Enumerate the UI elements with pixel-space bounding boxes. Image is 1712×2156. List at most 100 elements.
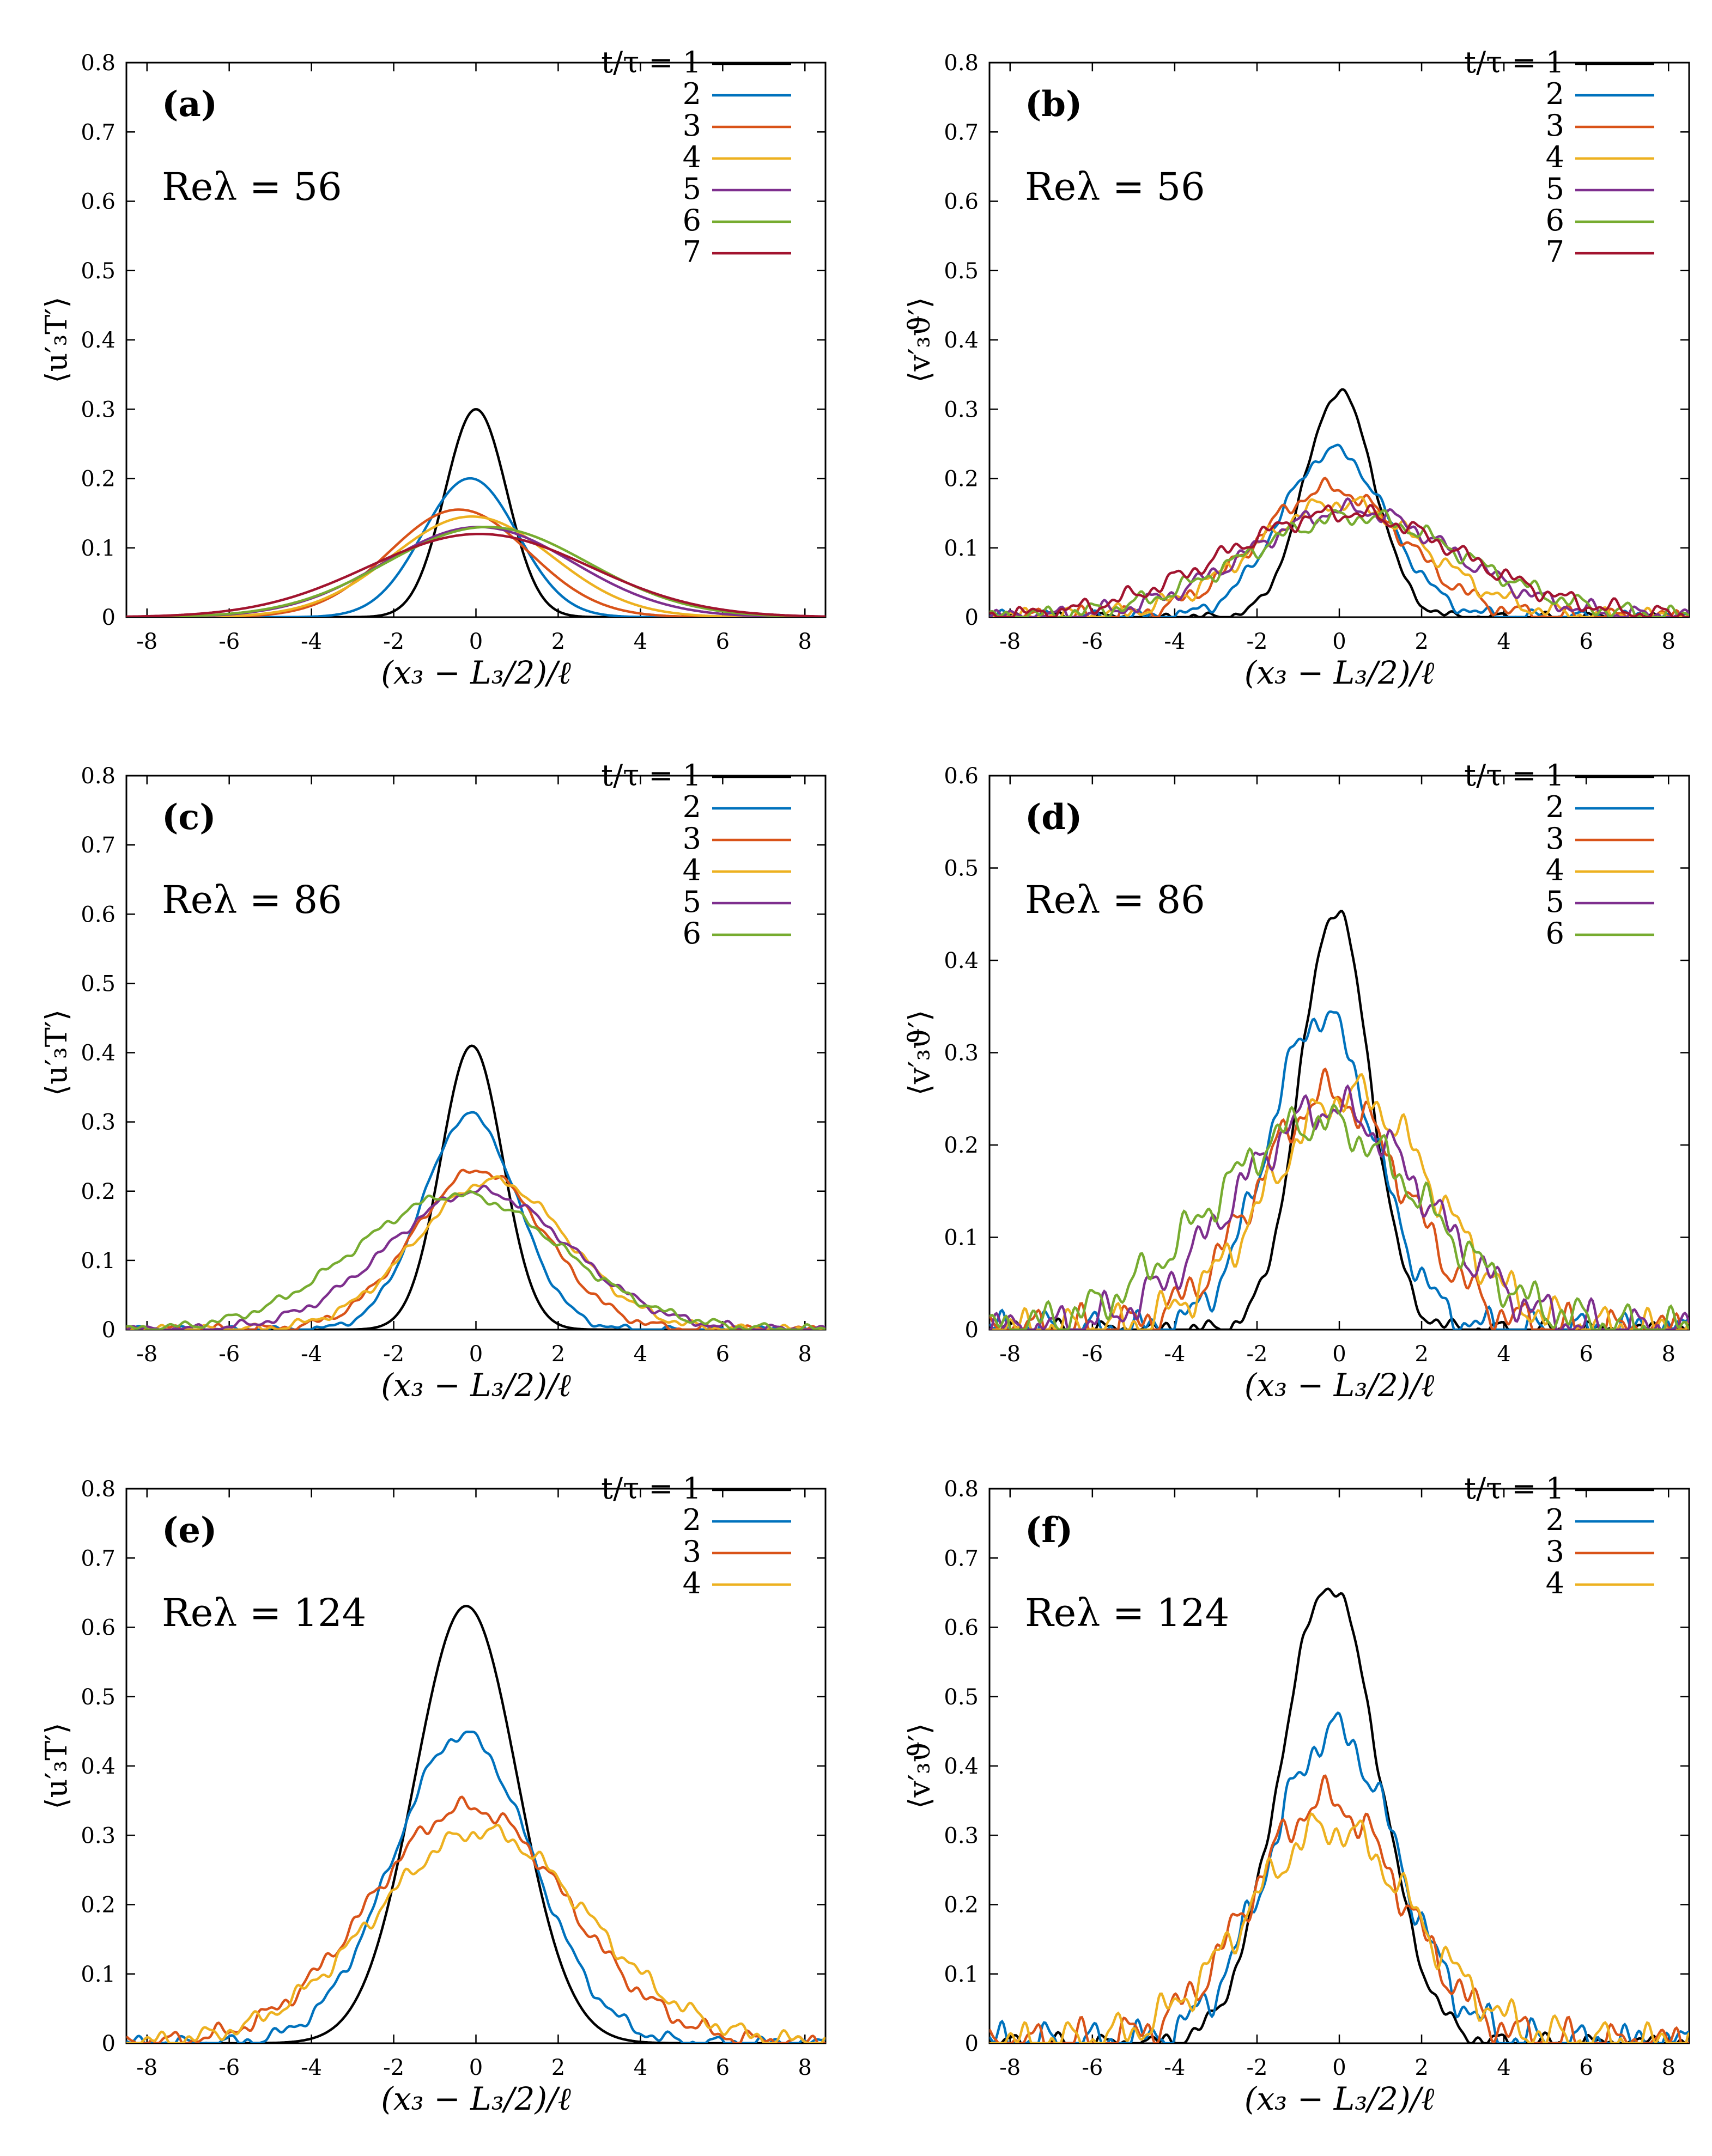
y-tick-label: 0 xyxy=(965,2031,979,2056)
y-tick-label: 0.6 xyxy=(81,902,116,927)
y-tick-label: 0.4 xyxy=(944,948,979,973)
x-tick-label: 8 xyxy=(1662,629,1675,654)
y-tick-label: 0.6 xyxy=(944,764,979,789)
legend-label: t/τ = 1 xyxy=(1464,758,1564,793)
series-line-4 xyxy=(126,515,825,617)
x-axis-label: (x₃ − L₃/2)/ℓ xyxy=(381,2080,571,2117)
legend-label: t/τ = 1 xyxy=(1464,45,1564,80)
panel-c: -8 -6 -4 -2 0 2 4 6 8 0 0.1 0.2 0.3 0.4 0.5 0.6 0.7 0.8 (x… xyxy=(39,758,827,1404)
x-tick-label: -2 xyxy=(383,2055,404,2080)
y-tick-label: 0.3 xyxy=(944,1041,979,1066)
x-tick-label: -6 xyxy=(218,629,240,654)
y-axis-label: ⟨v′₃ϑ′⟩ xyxy=(902,1723,937,1808)
panel-tag: (c) xyxy=(162,797,216,838)
y-axis-label: ⟨u′₃T′⟩ xyxy=(39,296,74,383)
y-tick-label: 0.2 xyxy=(81,1893,116,1918)
legend-label: 4 xyxy=(683,1566,701,1600)
legend-label: t/τ = 1 xyxy=(601,45,701,80)
x-tick-label: -6 xyxy=(218,1342,240,1367)
legend-label: 4 xyxy=(1546,853,1564,887)
plot-frame xyxy=(125,1488,827,2044)
x-tick-label: 2 xyxy=(551,629,565,654)
legend-label: 2 xyxy=(683,790,701,824)
x-tick-label: 0 xyxy=(1332,629,1346,654)
y-tick-label: 0.8 xyxy=(81,1477,116,1502)
x-tick-label: 6 xyxy=(716,629,730,654)
panel-tag: (f) xyxy=(1025,1510,1073,1551)
series-line-3 xyxy=(989,477,1689,617)
series-line-4 xyxy=(989,1812,1689,2043)
y-tick-label: 0.2 xyxy=(81,1179,116,1204)
x-tick-label: -8 xyxy=(136,629,157,654)
x-tick-label: 8 xyxy=(798,629,812,654)
x-axis-label: (x₃ − L₃/2)/ℓ xyxy=(1244,2080,1435,2117)
y-tick-label: 0 xyxy=(102,1318,116,1343)
y-tick-label: 0.8 xyxy=(81,764,116,789)
series-line-1 xyxy=(989,388,1689,617)
x-axis-label: (x₃ − L₃/2)/ℓ xyxy=(1244,654,1435,691)
re-label: Reλ = 124 xyxy=(162,1591,366,1635)
y-tick-label: 0.1 xyxy=(944,1226,979,1251)
x-tick-label: -4 xyxy=(1164,2055,1185,2080)
y-axis-label: ⟨u′₃T′⟩ xyxy=(39,1722,74,1809)
x-tick-label: 6 xyxy=(1579,1342,1593,1367)
x-axis-label: (x₃ − L₃/2)/ℓ xyxy=(381,1367,571,1404)
x-tick-label: -2 xyxy=(1246,629,1267,654)
x-tick-label: 8 xyxy=(1662,2055,1675,2080)
series-line-2 xyxy=(989,1711,1689,2043)
x-tick-label: 4 xyxy=(1497,2055,1510,2080)
legend-label: 2 xyxy=(1546,1503,1564,1537)
series-line-6 xyxy=(989,1103,1689,1330)
x-tick-label: -2 xyxy=(1246,1342,1267,1367)
legend-label: t/τ = 1 xyxy=(601,758,701,793)
y-tick-label: 0.3 xyxy=(944,397,979,422)
y-tick-label: 0.1 xyxy=(81,1962,116,1987)
legend-label: 4 xyxy=(683,140,701,174)
panel-tag: (d) xyxy=(1025,797,1082,838)
y-tick-label: 0.3 xyxy=(81,1110,116,1135)
x-tick-label: -8 xyxy=(999,629,1021,654)
legend-label: 4 xyxy=(1546,1566,1564,1600)
x-tick-label: -2 xyxy=(1246,2055,1267,2080)
x-tick-label: -8 xyxy=(999,2055,1021,2080)
x-tick-label: 0 xyxy=(1332,2055,1346,2080)
legend-label: 6 xyxy=(683,916,701,951)
x-tick-label: 2 xyxy=(1414,2055,1428,2080)
x-tick-label: 6 xyxy=(1579,2055,1593,2080)
panel-f: -8 -6 -4 -2 0 2 4 6 8 0 0.1 0.2 0.3 0.4 0.5 0.6 0.7 0.8 (x… xyxy=(902,1471,1690,2117)
x-tick-label: -8 xyxy=(136,1342,157,1367)
y-tick-label: 0.5 xyxy=(81,1685,116,1710)
y-tick-label: 0.5 xyxy=(81,971,116,996)
y-tick-label: 0 xyxy=(965,605,979,630)
x-tick-label: 6 xyxy=(716,1342,730,1367)
legend-label: 3 xyxy=(683,1534,701,1569)
re-label: Reλ = 56 xyxy=(1025,165,1205,209)
y-tick-label: 0.2 xyxy=(944,1893,979,1918)
legend-label: 5 xyxy=(1546,885,1564,919)
legend-label: 5 xyxy=(683,885,701,919)
legend-label: 2 xyxy=(683,1503,701,1537)
series-line-7 xyxy=(989,504,1689,617)
re-label: Reλ = 86 xyxy=(162,878,342,922)
y-tick-label: 0.7 xyxy=(944,1546,979,1571)
legend-label: 3 xyxy=(1546,108,1564,143)
y-tick-label: 0.4 xyxy=(81,328,116,353)
x-tick-label: 8 xyxy=(798,1342,812,1367)
y-tick-label: 0 xyxy=(965,1318,979,1343)
x-tick-label: -4 xyxy=(301,1342,322,1367)
y-tick-label: 0.8 xyxy=(81,51,116,76)
y-tick-label: 0.8 xyxy=(944,51,979,76)
series-line-4 xyxy=(126,1824,825,2043)
y-tick-label: 0.4 xyxy=(944,1754,979,1779)
legend-label: t/τ = 1 xyxy=(601,1471,701,1506)
x-tick-label: 4 xyxy=(634,629,647,654)
legend-label: 2 xyxy=(1546,77,1564,111)
re-label: Reλ = 86 xyxy=(1025,878,1205,922)
y-tick-label: 0.5 xyxy=(944,856,979,881)
x-tick-label: -4 xyxy=(301,629,322,654)
y-axis-label: ⟨v′₃ϑ′⟩ xyxy=(902,297,937,382)
legend-label: 6 xyxy=(683,203,701,237)
legend-label: 6 xyxy=(1546,203,1564,237)
legend-label: 2 xyxy=(1546,790,1564,824)
legend-label: t/τ = 1 xyxy=(1464,1471,1564,1506)
